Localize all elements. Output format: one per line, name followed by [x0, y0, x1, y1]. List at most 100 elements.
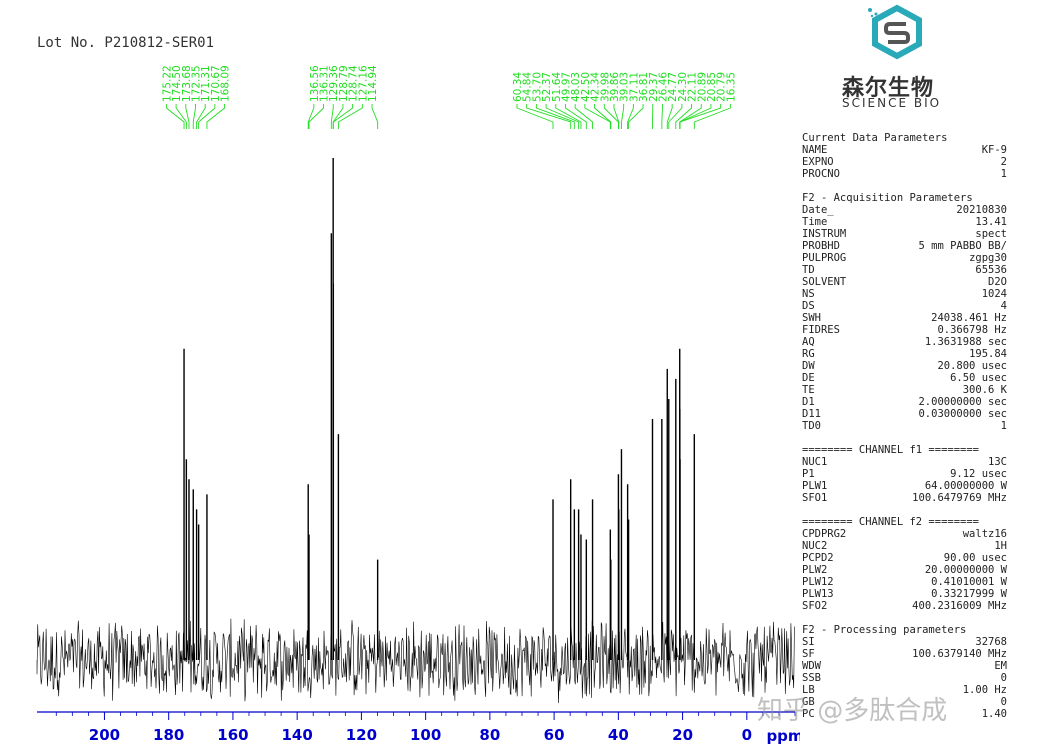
spectrum-peaks — [183, 158, 696, 660]
param-key: INSTRUM — [802, 228, 847, 240]
x-tick-label: 80 — [479, 726, 500, 744]
x-tick-label: 60 — [544, 726, 565, 744]
param-value: 0.41010001 W — [931, 576, 1007, 588]
param-value: 2 — [1000, 156, 1007, 168]
param-key: PC — [802, 708, 815, 720]
param-value: 9.12 usec — [950, 468, 1007, 480]
peak-label: 51.64 — [551, 72, 563, 102]
param-key: P1 — [802, 468, 815, 480]
peak-label: 174.50 — [171, 65, 183, 102]
peak-label-connector — [545, 104, 580, 129]
param-section-title: F2 - Acquisition Parameters — [802, 192, 973, 204]
param-value: 1 — [1000, 168, 1007, 180]
acquisition-parameters-panel: Current Data Parameters NAME KF-9 EXPNO 2 PRO… — [802, 132, 1007, 720]
peak-label: 48.03 — [570, 72, 582, 102]
param-key: SF — [802, 648, 815, 660]
peak-label-connector — [192, 104, 196, 129]
peak-label: 54.84 — [522, 72, 534, 102]
param-key: GB — [802, 696, 815, 708]
param-value: KF-9 — [981, 144, 1007, 156]
watermark-text: 知乎 @多肽合成 — [757, 696, 948, 726]
x-tick-label: 180 — [153, 726, 184, 744]
param-row: Date_ 20210830 — [802, 204, 1007, 216]
param-value: 20.800 usec — [937, 360, 1007, 372]
param-row: SWH 24038.461 Hz — [802, 312, 1007, 324]
param-row: WDW EM — [802, 660, 1007, 672]
peak-label-connector — [574, 104, 594, 129]
param-key: NUC1 — [802, 456, 828, 468]
peak-label-connector — [308, 104, 324, 129]
param-row: D1 2.00000000 sec — [802, 396, 1007, 408]
param-key: SSB — [802, 672, 821, 684]
peak-label: 171.31 — [200, 65, 212, 102]
param-key: LB — [802, 684, 815, 696]
param-value: EM — [994, 660, 1007, 672]
param-key: DE — [802, 372, 815, 384]
param-row: SOLVENT D2O — [802, 276, 1007, 288]
param-key: SI — [802, 636, 815, 648]
peak-label: 128.74 — [348, 65, 360, 102]
param-key: PCPD2 — [802, 552, 834, 564]
peak-label-connector — [628, 104, 644, 129]
peak-label-connector — [526, 104, 572, 129]
param-value: 0.366798 Hz — [937, 324, 1007, 336]
param-row: PLW2 20.00000000 W — [802, 564, 1007, 576]
peak-label-connector — [584, 104, 611, 129]
param-key: PROBHD — [802, 240, 840, 252]
peak-label: 114.94 — [367, 65, 379, 102]
param-value: 0.03000000 sec — [918, 408, 1007, 420]
param-key: CPDPRG2 — [802, 528, 847, 540]
param-value: 1.40 — [981, 708, 1007, 720]
peak-label-connector — [679, 104, 702, 129]
param-row: DS 4 — [802, 300, 1007, 312]
peak-label-connector — [198, 104, 216, 129]
peak-label-connector — [330, 104, 334, 129]
param-row: PLW13 0.33217999 W — [802, 588, 1007, 600]
x-tick-label: 100 — [410, 726, 441, 744]
param-value: 32768 — [975, 636, 1007, 648]
peak-label: 60.34 — [512, 72, 524, 102]
param-value: 100.6379140 MHz — [912, 648, 1007, 660]
param-row: PLW12 0.41010001 W — [802, 576, 1007, 588]
peak-label: 20.79 — [716, 72, 728, 102]
param-key: SFO2 — [802, 600, 828, 612]
x-axis-unit-label: ppm — [766, 727, 800, 745]
param-value: 1.00 Hz — [962, 684, 1007, 696]
param-value: 100.6479769 MHz — [912, 492, 1007, 504]
param-value: 20.00000000 W — [924, 564, 1007, 576]
peak-label: 42.34 — [590, 72, 602, 102]
param-row: TE 300.6 K — [802, 384, 1007, 396]
param-value: 1.3631988 sec — [924, 336, 1007, 348]
peak-label: 136.31 — [319, 65, 331, 102]
peak-label: 39.86 — [609, 72, 621, 102]
peak-label-connector — [621, 104, 625, 129]
x-tick-label: 140 — [282, 726, 313, 744]
x-tick-label: 120 — [346, 726, 377, 744]
param-key: Date_ — [802, 204, 834, 216]
param-key: PLW12 — [802, 576, 834, 588]
param-value: 300.6 K — [962, 384, 1007, 396]
param-value: 90.00 usec — [943, 552, 1007, 564]
param-value: waltz16 — [962, 528, 1007, 540]
x-axis: 200 180 160 140 120 100 80 60 40 20 0 ppm — [37, 711, 800, 745]
peak-labels: 175.22174.50173.68172.35171.31170.67168.… — [161, 65, 737, 129]
param-row: GB 0 — [802, 696, 1007, 708]
param-key: PLW13 — [802, 588, 834, 600]
param-value: 6.50 usec — [950, 372, 1007, 384]
peak-label: 129.36 — [328, 65, 340, 102]
nmr-spectrum-chart: 175.22174.50173.68172.35171.31170.67168.… — [36, 65, 800, 745]
peak-label: 24.77 — [667, 72, 679, 102]
peak-label-connector — [337, 104, 363, 129]
param-row: NS 1024 — [802, 288, 1007, 300]
science-bio-logo-icon — [868, 4, 922, 60]
param-row: TD0 1 — [802, 420, 1007, 432]
param-section-title: ======== CHANNEL f1 ======== — [802, 444, 980, 456]
param-row: PULPROG zgpg30 — [802, 252, 1007, 264]
param-section-title: ======== CHANNEL f2 ======== — [802, 516, 980, 528]
param-value: 0.33217999 W — [931, 588, 1007, 600]
param-key: PROCNO — [802, 168, 840, 180]
param-value: 0 — [1000, 696, 1007, 708]
peak-label: 172.35 — [190, 65, 202, 102]
peak-label: 52.37 — [541, 72, 553, 102]
param-key: PLW1 — [802, 480, 828, 492]
